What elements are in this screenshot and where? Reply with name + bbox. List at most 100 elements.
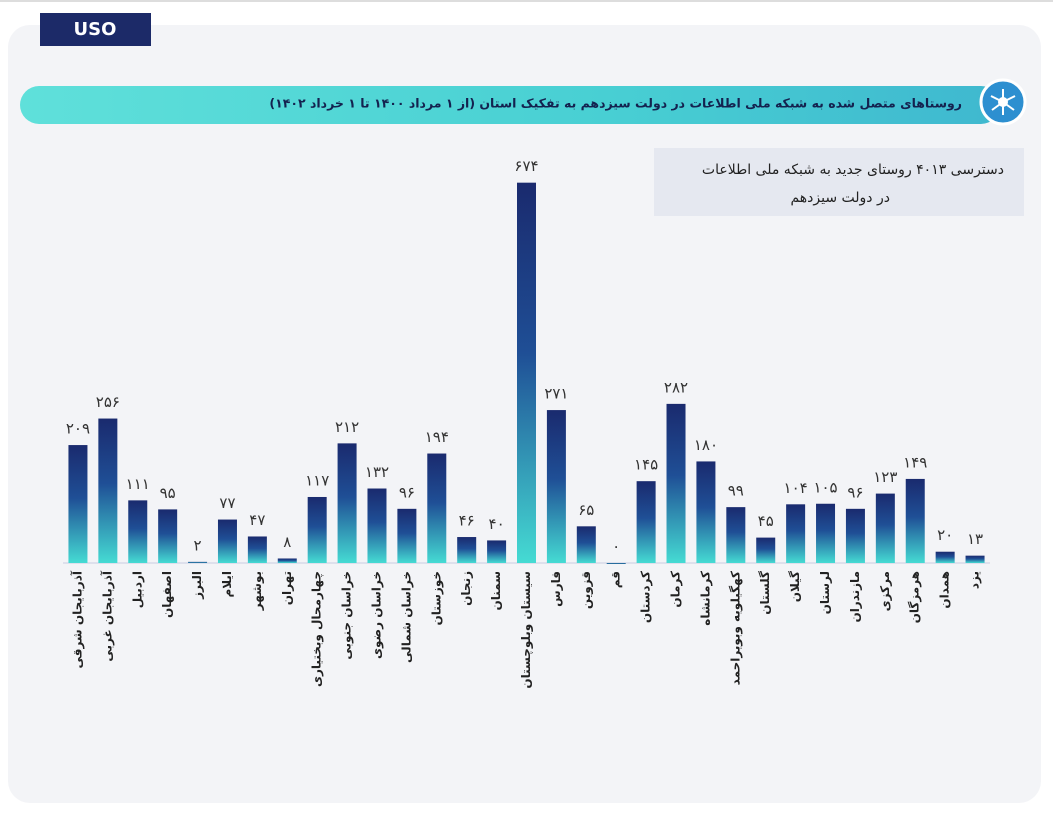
value-label: ۱۱۷: [305, 471, 329, 489]
x-tick-label: سیستان وبلوچستان: [519, 571, 534, 689]
x-tick-label: یزد: [968, 571, 982, 589]
value-label: ۱۰۵: [813, 478, 837, 496]
bar: [158, 509, 178, 563]
value-label: ۹۹: [728, 482, 744, 500]
value-label: ۲۷۱: [544, 385, 568, 403]
x-tick-label: البرز: [190, 571, 204, 600]
x-tick-label: اصفهان: [160, 571, 174, 618]
bar: [517, 182, 536, 563]
bar: [875, 493, 895, 563]
bar: [845, 508, 865, 563]
chart-title: روستاهای متصل شده به شبکه ملی اطلاعات در…: [269, 96, 962, 111]
x-tick-label: تهران: [280, 571, 294, 605]
value-label: ۴۰: [489, 515, 505, 533]
title-banner: [20, 86, 1000, 124]
bar: [606, 563, 626, 564]
bar: [816, 503, 836, 563]
x-tick-label: فارس: [549, 571, 563, 607]
bar: [98, 418, 118, 563]
x-tick-label: اردبیل: [130, 571, 144, 608]
bar: [905, 478, 925, 563]
value-label: ۲۰: [937, 526, 953, 544]
logo-box: [40, 13, 151, 46]
x-tick-label: گیلان: [788, 571, 802, 602]
bar: [217, 519, 237, 563]
x-tick-label: کرمان: [669, 571, 683, 608]
value-label: ۴۵: [758, 512, 774, 530]
x-tick-label: کهگیلویه وبویراحمد: [728, 571, 743, 685]
value-label: ۱۰۴: [784, 479, 808, 497]
value-label: ۱۴۹: [903, 453, 927, 471]
x-tick-label: لرستان: [818, 571, 832, 614]
x-tick-label: آذربایجان غربی: [99, 570, 114, 661]
bar: [636, 481, 656, 563]
value-label: ۸: [283, 533, 291, 551]
value-label: ۱۳: [967, 530, 983, 548]
x-tick-label: آذربایجان شرقی: [69, 570, 84, 668]
value-label: ۱۱۱: [126, 475, 150, 493]
bar: [427, 453, 447, 563]
value-label: ۲۰۹: [66, 420, 90, 438]
annotation-line: دسترسی ۴۰۱۳ روستای جدید به شبکه ملی اطلا…: [702, 162, 1004, 178]
x-tick-label: بوشهر: [250, 571, 265, 611]
x-tick-label: گلستان: [758, 571, 772, 615]
value-label: ۶۵: [578, 501, 594, 519]
annotation-box: [654, 148, 1024, 216]
bar: [367, 488, 387, 563]
value-label: ۲۵۶: [96, 393, 120, 411]
value-label: ۱۹۴: [425, 428, 449, 446]
x-tick-label: قم: [609, 571, 623, 588]
value-label: ۱۲۳: [873, 468, 897, 486]
bar: [68, 445, 88, 563]
x-tick-label: خراسان رضوی: [369, 571, 384, 659]
value-label: ۹۶: [847, 483, 863, 501]
bar: [935, 551, 955, 563]
value-label: ۹۶: [399, 483, 415, 501]
x-tick-label: زنجان: [459, 571, 473, 606]
bar: [965, 555, 985, 563]
bar: [128, 500, 148, 563]
bar: [307, 496, 327, 563]
x-tick-label: همدان: [938, 571, 952, 609]
bar: [756, 537, 776, 563]
logo: USO: [74, 19, 117, 40]
x-tick-label: قزوین: [579, 571, 594, 609]
bar: [576, 526, 596, 563]
x-tick-label: چهارمحال وبختیاری: [310, 571, 325, 687]
bar: [337, 443, 357, 563]
value-label: ۶۷۴: [514, 157, 538, 175]
bar: [277, 558, 297, 563]
x-tick-label: هرمزگان: [908, 571, 922, 623]
annotation-line: در دولت سیزدهم: [790, 190, 890, 206]
bar: [188, 561, 208, 563]
x-tick-label: مرکزی: [878, 571, 892, 611]
value-label: ۴۷: [249, 511, 265, 529]
value-label: ۱۸۰: [694, 436, 718, 454]
value-label: ۲: [194, 536, 202, 554]
x-tick-label: کردستان: [639, 571, 653, 623]
value-label: ۴۶: [459, 512, 475, 530]
value-label: ۲۸۲: [664, 378, 688, 396]
value-label: ۰: [612, 538, 620, 556]
bar: [487, 540, 507, 563]
x-tick-label: خوزستان: [429, 571, 444, 626]
x-tick-label: کرمانشاه: [698, 571, 712, 626]
value-label: ۱۴۵: [634, 456, 658, 474]
value-label: ۲۱۲: [335, 418, 359, 436]
value-label: ۹۵: [160, 484, 176, 502]
bar: [726, 507, 746, 563]
bar: [397, 508, 417, 563]
bar: [696, 461, 716, 563]
value-label: ۱۳۲: [365, 463, 389, 481]
x-tick-label: خراسان شمالی: [399, 571, 413, 663]
bar: [786, 504, 806, 563]
value-label: ۷۷: [219, 494, 235, 512]
x-tick-label: خراسان جنوبی: [340, 571, 355, 660]
bar: [457, 537, 477, 563]
bar: [546, 410, 566, 563]
icon-glyph: [990, 89, 1016, 115]
x-tick-label: سمنان: [489, 571, 503, 611]
bar: [666, 403, 686, 563]
bar: [247, 536, 267, 563]
